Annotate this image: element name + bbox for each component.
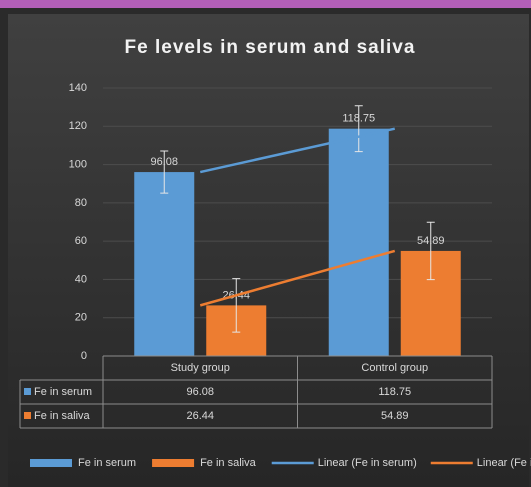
legend-label: Fe in saliva xyxy=(200,457,257,469)
legend-label: Linear (Fe in saliva) xyxy=(477,457,531,469)
trendline xyxy=(199,127,396,174)
table-value: 118.75 xyxy=(378,386,411,398)
y-tick-label: 100 xyxy=(69,158,87,170)
table-value: 54.89 xyxy=(381,410,409,422)
table-value: 26.44 xyxy=(186,410,214,422)
chart-background xyxy=(8,14,529,487)
x-tick-label: Control group xyxy=(361,362,428,374)
bar xyxy=(328,128,389,356)
y-tick-label: 120 xyxy=(69,120,87,132)
legend-key xyxy=(30,459,72,467)
bar xyxy=(134,172,195,356)
table-series-label: Fe in saliva xyxy=(34,410,91,422)
x-tick-label: Study group xyxy=(171,362,230,374)
legend-label: Fe in serum xyxy=(78,457,136,469)
data-label: 118.75 xyxy=(342,113,375,125)
table-legend-key xyxy=(24,388,31,395)
y-tick-label: 140 xyxy=(69,82,87,94)
y-tick-label: 40 xyxy=(75,273,87,285)
error-bar xyxy=(426,221,435,281)
chart-title: Fe levels in serum and saliva xyxy=(125,37,416,58)
y-tick-label: 60 xyxy=(75,235,87,247)
error-bar xyxy=(354,105,363,153)
legend-key xyxy=(152,459,195,467)
legend-label: Linear (Fe in serum) xyxy=(318,457,417,469)
y-tick-label: 80 xyxy=(75,197,87,209)
error-bar xyxy=(232,278,241,333)
error-bar xyxy=(160,150,169,194)
trendline xyxy=(199,249,396,307)
y-tick-label: 0 xyxy=(81,350,87,362)
data-label: 96.08 xyxy=(150,156,178,168)
data-label: 54.89 xyxy=(417,235,445,247)
top-strip xyxy=(0,0,531,8)
table-value: 96.08 xyxy=(186,386,214,398)
table-series-label: Fe in serum xyxy=(34,386,92,398)
y-tick-label: 20 xyxy=(75,312,87,324)
table-legend-key xyxy=(24,412,31,419)
